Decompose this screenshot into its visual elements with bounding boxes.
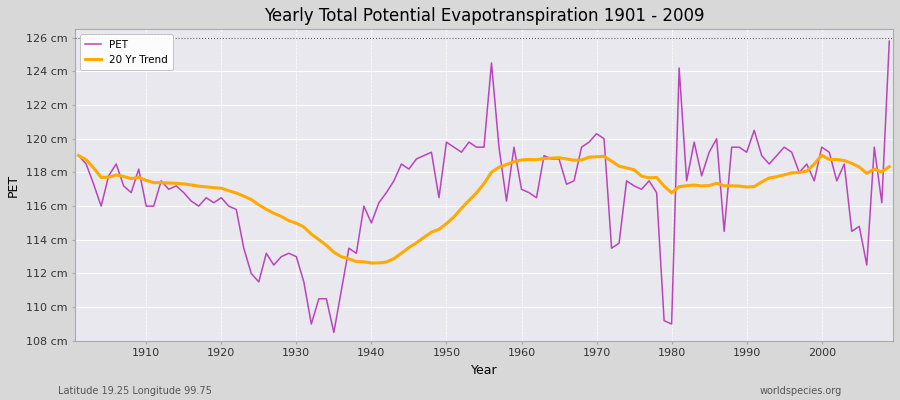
- Title: Yearly Total Potential Evapotranspiration 1901 - 2009: Yearly Total Potential Evapotranspiratio…: [264, 7, 704, 25]
- Line: PET: PET: [78, 41, 889, 332]
- Text: worldspecies.org: worldspecies.org: [760, 386, 842, 396]
- PET: [884, 39, 895, 44]
- PET: [516, 187, 526, 192]
- PET: [299, 280, 310, 284]
- 20 Yr Trend: [133, 175, 144, 180]
- PET: [614, 241, 625, 246]
- 20 Yr Trend: [884, 164, 895, 169]
- PET: [351, 251, 362, 256]
- 20 Yr Trend: [344, 256, 355, 261]
- PET: [328, 330, 339, 335]
- 20 Yr Trend: [299, 225, 310, 230]
- 20 Yr Trend: [524, 157, 535, 162]
- 20 Yr Trend: [614, 164, 625, 169]
- 20 Yr Trend: [516, 158, 526, 162]
- PET: [524, 190, 535, 195]
- 20 Yr Trend: [73, 153, 84, 158]
- 20 Yr Trend: [366, 261, 377, 266]
- 20 Yr Trend: [816, 153, 827, 158]
- X-axis label: Year: Year: [471, 364, 498, 377]
- Y-axis label: PET: PET: [7, 174, 20, 197]
- Line: 20 Yr Trend: 20 Yr Trend: [78, 155, 889, 263]
- Legend: PET, 20 Yr Trend: PET, 20 Yr Trend: [80, 34, 173, 70]
- Text: Latitude 19.25 Longitude 99.75: Latitude 19.25 Longitude 99.75: [58, 386, 212, 396]
- PET: [73, 153, 84, 158]
- PET: [133, 167, 144, 172]
